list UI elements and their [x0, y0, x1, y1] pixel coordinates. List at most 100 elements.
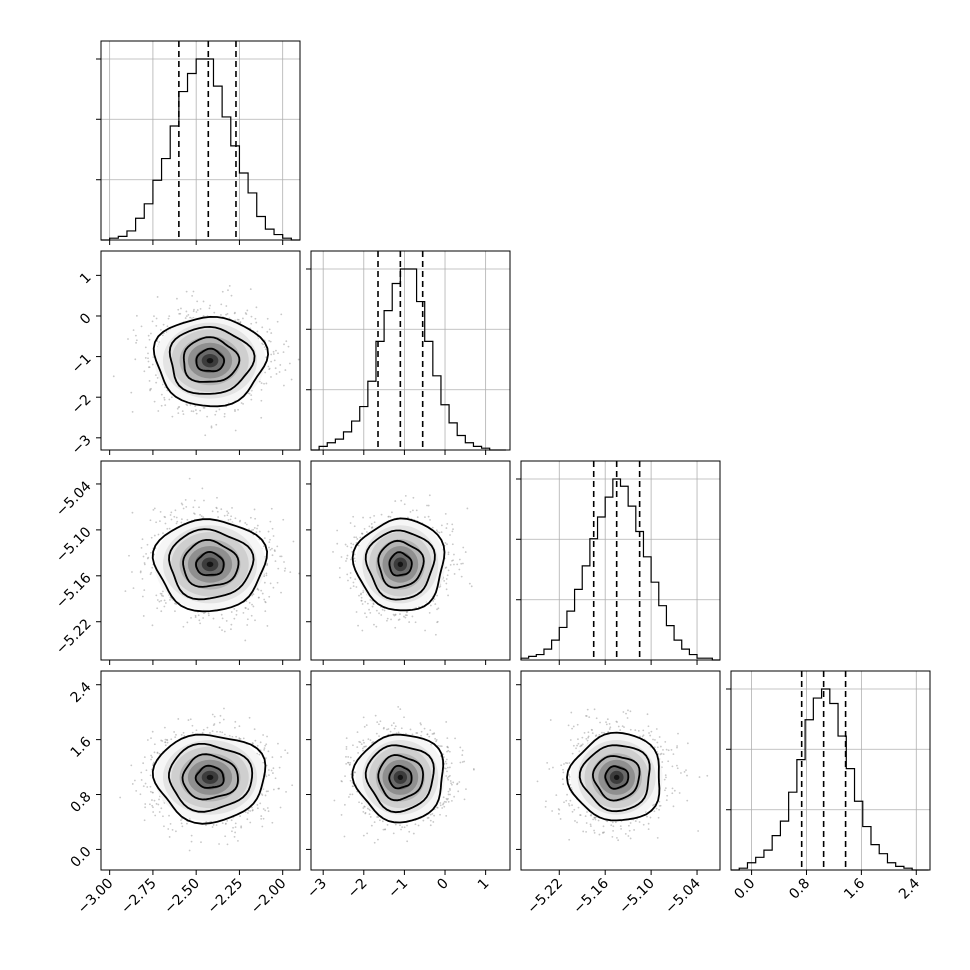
scatter-point [269, 340, 272, 343]
scatter-point [592, 818, 595, 821]
scatter-point [571, 804, 573, 807]
scatter-point [245, 523, 248, 526]
y-tick-label-3-1: 0.8 [68, 789, 95, 816]
scatter-point [167, 828, 170, 830]
scatter-point [246, 818, 249, 821]
scatter-point [248, 392, 251, 395]
scatter-point [394, 613, 397, 616]
scatter-point [657, 816, 660, 819]
scatter-point [440, 745, 443, 748]
scatter-point [432, 733, 435, 735]
scatter-point [175, 830, 177, 833]
scatter-point [162, 323, 165, 326]
scatter-point [223, 733, 226, 736]
scatter-point [270, 353, 273, 356]
histogram-panel-1 [306, 250, 511, 455]
scatter-point [435, 740, 437, 743]
scatter-point [449, 789, 451, 791]
scatter-point [234, 831, 237, 834]
scatter-point [445, 775, 448, 777]
scatter-point [264, 794, 267, 797]
scatter-point [266, 317, 269, 320]
scatter-point [164, 741, 167, 744]
scatter-panel-0-1 [96, 250, 301, 455]
scatter-point [265, 775, 268, 778]
scatter-point [458, 558, 461, 561]
scatter-point [231, 830, 233, 833]
scatter-point [601, 731, 603, 734]
scatter-point [362, 716, 365, 719]
scatter-point [653, 810, 656, 813]
y-tick-label-2-1: −5.16 [53, 570, 95, 612]
scatter-point [363, 741, 365, 744]
scatter-point [365, 745, 367, 748]
scatter-point [176, 297, 178, 300]
scatter-point [272, 350, 275, 353]
scatter-point [154, 374, 157, 377]
scatter-point [706, 774, 709, 777]
scatter-point [349, 779, 352, 782]
scatter-point [346, 554, 349, 557]
scatter-point [227, 519, 230, 521]
scatter-point [447, 793, 450, 796]
scatter-point [345, 560, 347, 562]
scatter-point [387, 515, 390, 518]
scatter-point [160, 807, 163, 810]
scatter-point [449, 563, 452, 566]
scatter-point [150, 571, 153, 574]
scatter-point [345, 762, 348, 765]
y-tick-label-2-0: −5.22 [53, 616, 95, 658]
scatter-point [411, 733, 414, 736]
scatter-point [255, 321, 258, 324]
scatter-point [156, 377, 159, 379]
scatter-point [576, 821, 578, 824]
scatter-point [124, 590, 127, 593]
scatter-point [280, 591, 282, 594]
scatter-point [345, 745, 348, 748]
scatter-point [356, 538, 359, 540]
scatter-point [265, 743, 268, 746]
scatter-point [440, 524, 443, 527]
scatter-point [355, 586, 358, 588]
scatter-point [667, 749, 670, 752]
contour-2 [578, 744, 651, 813]
scatter-point [362, 810, 365, 813]
scatter-point [290, 378, 293, 381]
scatter-point [252, 605, 255, 608]
scatter-point [131, 571, 133, 573]
scatter-point [239, 815, 242, 818]
scatter-point [222, 718, 225, 721]
scatter-point [166, 325, 169, 328]
scatter-point [433, 814, 436, 817]
scatter-point [248, 528, 250, 531]
scatter-point [647, 822, 650, 825]
scatter-point [168, 527, 171, 530]
contour-3 [351, 517, 446, 612]
scatter-point [568, 804, 571, 807]
scatter-point [436, 806, 439, 809]
scatter-point [217, 516, 220, 518]
scatter-point [267, 769, 270, 771]
scatter-point [221, 290, 224, 293]
scatter-point [262, 808, 265, 810]
scatter-point [426, 504, 428, 507]
scatter-point [218, 408, 221, 411]
scatter-point [361, 532, 364, 535]
scatter-point [285, 790, 287, 793]
scatter-point [151, 363, 154, 366]
scatter-point [370, 523, 373, 525]
scatter-panel-1-2 [306, 460, 511, 665]
scatter-point [286, 752, 289, 754]
scatter-point [463, 798, 466, 801]
scatter-point [387, 728, 390, 730]
scatter-point [175, 733, 177, 736]
density-level-7 [397, 561, 404, 568]
scatter-point [192, 290, 195, 293]
scatter-point [153, 799, 156, 802]
scatter-point [271, 547, 273, 550]
scatter-point [135, 339, 138, 342]
scatter-point [212, 617, 215, 620]
scatter-point [284, 369, 287, 371]
scatter-point [216, 730, 218, 733]
scatter-point [277, 787, 280, 790]
